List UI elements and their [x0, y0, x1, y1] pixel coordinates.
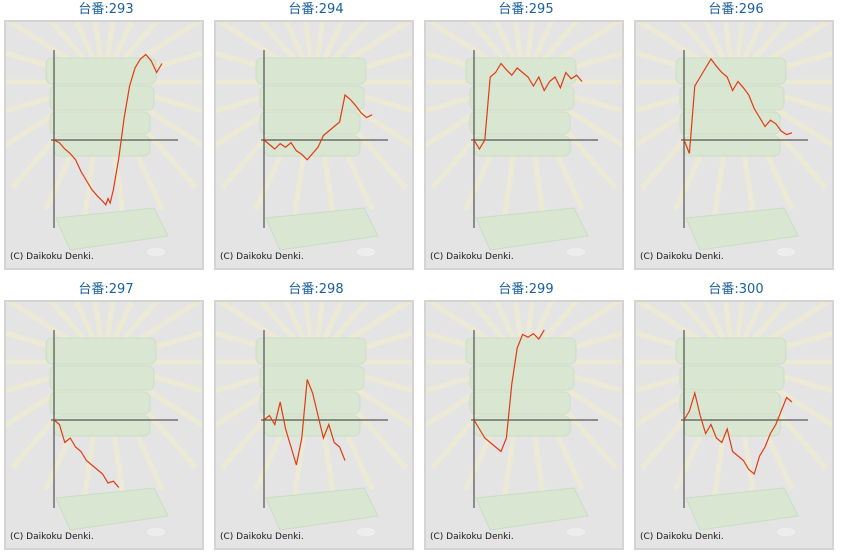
line-chart [636, 22, 832, 258]
series-line [683, 57, 793, 154]
chart-frame: (C) Daikoku Denki. [214, 20, 414, 270]
copyright-credit: (C) Daikoku Denki. [10, 532, 94, 542]
series-line [53, 419, 120, 488]
copyright-credit: (C) Daikoku Denki. [220, 252, 304, 262]
copyright-credit: (C) Daikoku Denki. [220, 532, 304, 542]
chart-title: 台番:300 [708, 282, 764, 297]
chart-frame: (C) Daikoku Denki. [424, 20, 624, 270]
copyright-credit: (C) Daikoku Denki. [640, 532, 724, 542]
chart-title: 台番:296 [708, 2, 764, 17]
background-illustration [426, 302, 622, 538]
chart-frame: (C) Daikoku Denki. [4, 300, 204, 550]
series-line [473, 329, 545, 453]
chart-frame: (C) Daikoku Denki. [424, 300, 624, 550]
line-chart [6, 302, 202, 538]
series-line [263, 379, 346, 466]
chart-cell: 台番:295 (C) Daikoku Denki. [422, 0, 630, 280]
chart-cell: 台番:296 (C) Daikoku Denki. [632, 0, 840, 280]
chart-cell: 台番:299 (C) Daikoku Denki. [422, 280, 630, 560]
chart-cell: 台番:294 (C) Daikoku Denki. [212, 0, 420, 280]
chart-title: 台番:293 [78, 2, 134, 17]
background-illustration [6, 302, 202, 538]
series-line [683, 390, 793, 476]
chart-cell: 台番:300 (C) Daikoku Denki. [632, 280, 840, 560]
series-line [473, 62, 583, 151]
copyright-credit: (C) Daikoku Denki. [430, 252, 514, 262]
line-chart [216, 22, 412, 258]
chart-frame: (C) Daikoku Denki. [634, 300, 834, 550]
chart-title: 台番:298 [288, 282, 344, 297]
background-illustration [216, 22, 412, 258]
chart-frame: (C) Daikoku Denki. [214, 300, 414, 550]
chart-title: 台番:295 [498, 2, 554, 17]
chart-cell: 台番:297 (C) Daikoku Denki. [2, 280, 210, 560]
copyright-credit: (C) Daikoku Denki. [10, 252, 94, 262]
chart-frame: (C) Daikoku Denki. [634, 20, 834, 270]
chart-title: 台番:297 [78, 282, 134, 297]
series-line [53, 53, 163, 206]
chart-cell: 台番:298 (C) Daikoku Denki. [212, 280, 420, 560]
chart-title: 台番:299 [498, 282, 554, 297]
line-chart [216, 302, 412, 538]
background-illustration [216, 302, 412, 538]
copyright-credit: (C) Daikoku Denki. [430, 532, 514, 542]
line-chart [426, 302, 622, 538]
chart-title: 台番:294 [288, 2, 344, 17]
chart-frame: (C) Daikoku Denki. [4, 20, 204, 270]
line-chart [6, 22, 202, 258]
series-line [263, 93, 373, 161]
line-chart [636, 302, 832, 538]
chart-cell: 台番:293 (C) Daikoku Denki. [2, 0, 210, 280]
line-chart [426, 22, 622, 258]
background-illustration [426, 22, 622, 258]
copyright-credit: (C) Daikoku Denki. [640, 252, 724, 262]
